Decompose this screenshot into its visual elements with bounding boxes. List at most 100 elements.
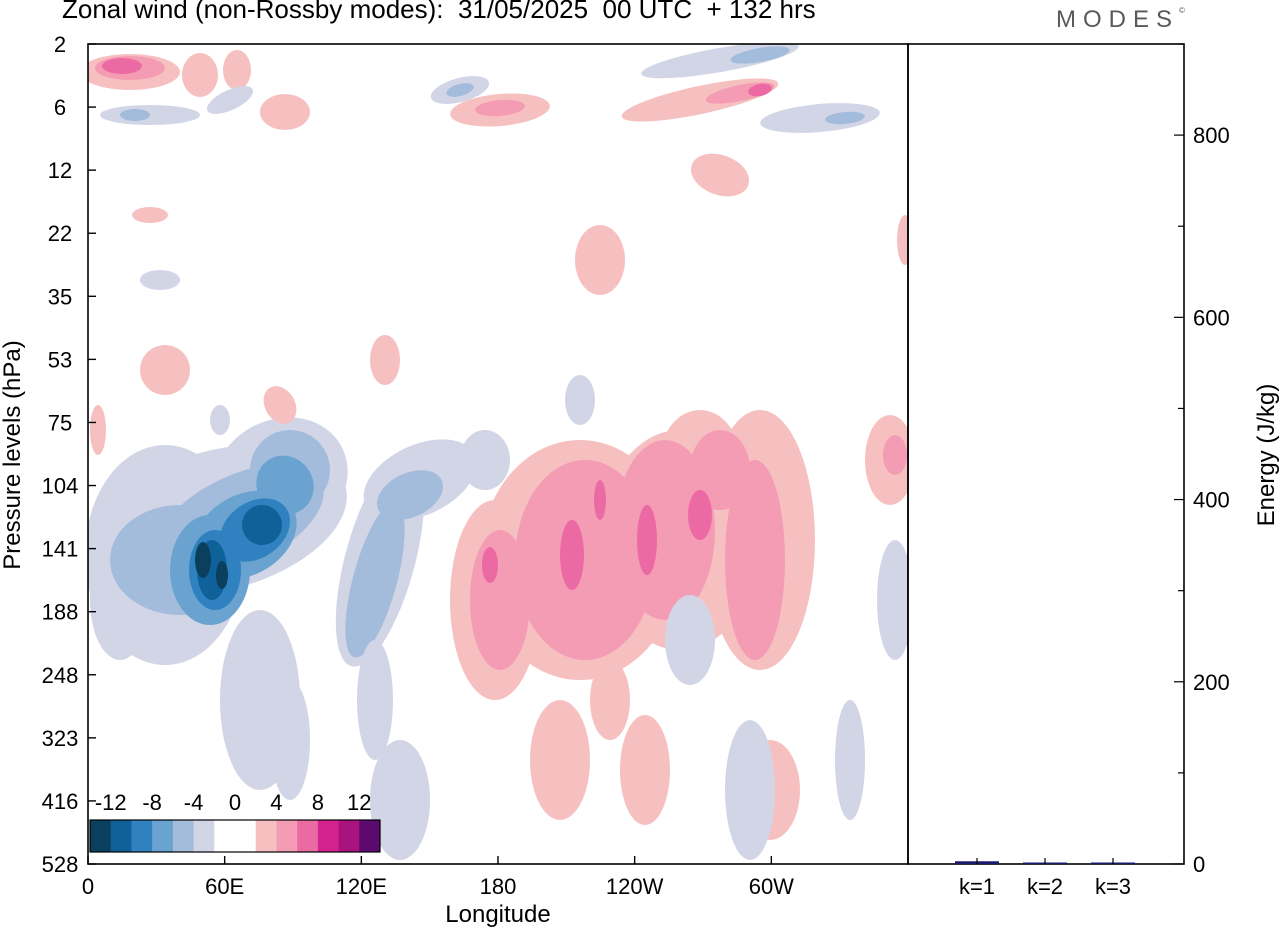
bar-category-label: k=3 <box>1095 874 1131 899</box>
contour-region <box>270 680 310 800</box>
colorbar-cell <box>276 820 298 852</box>
colorbar-label: -4 <box>184 790 204 815</box>
contour-region <box>90 405 106 455</box>
contour-region <box>637 505 657 575</box>
contour-region <box>615 440 715 620</box>
colorbar-label: -8 <box>142 790 162 815</box>
contour-region <box>182 53 218 97</box>
energy-bars: k=1 k=2 k=3 <box>955 858 1135 899</box>
colorbar-cell <box>297 820 319 852</box>
y-tick-label: 188 <box>42 600 79 625</box>
logo-text: MODES <box>1056 6 1180 33</box>
contour-region <box>690 430 750 510</box>
x-axis-label: Longitude <box>445 901 550 928</box>
contour-region <box>263 386 297 424</box>
contour-region <box>575 225 625 295</box>
y-tick-label: 12 <box>48 158 72 183</box>
contour-region <box>120 109 150 121</box>
y-tick-label: 141 <box>42 537 79 562</box>
contour-region <box>357 640 393 760</box>
contour-region <box>140 270 180 290</box>
bar-category-label: k=1 <box>959 874 995 899</box>
contour-region <box>594 480 606 520</box>
y-tick-label: 53 <box>48 347 72 372</box>
colorbar-label: 0 <box>229 790 241 815</box>
x-tick-label: 120E <box>336 874 387 899</box>
contour-region <box>475 99 525 117</box>
contour-region <box>730 46 790 64</box>
colorbar-label: 12 <box>347 790 371 815</box>
wind-contour-field <box>88 44 908 860</box>
y-tick-label: 6 <box>54 95 66 120</box>
y-tick-label: 2 <box>54 32 66 57</box>
chart-title: Zonal wind (non-Rossby modes): 31/05/202… <box>62 0 816 24</box>
colorbar: -12 -8 -4 0 4 8 12 <box>89 790 381 853</box>
x-tick-label: 60E <box>205 874 244 899</box>
colorbar-cell <box>338 820 360 852</box>
colorbar-label: 4 <box>270 790 282 815</box>
contour-region <box>560 520 584 590</box>
contour-region <box>460 430 510 490</box>
colorbar-label: -12 <box>95 790 127 815</box>
energy-tick-label: 400 <box>1193 488 1230 513</box>
energy-tick-label: 800 <box>1193 123 1230 148</box>
energy-tick-label: 200 <box>1193 670 1230 695</box>
colorbar-cell <box>359 820 381 852</box>
x-tick-label: 0 <box>82 874 94 899</box>
contour-region <box>690 153 750 197</box>
contour-region <box>345 502 405 658</box>
x-tick-label: 120W <box>606 874 664 899</box>
contour-region <box>665 595 715 685</box>
contour-region <box>370 335 400 385</box>
y-tick-label: 104 <box>42 474 79 499</box>
energy-tick-label: 600 <box>1193 305 1230 330</box>
y-tick-label: 248 <box>42 663 79 688</box>
contour-region <box>897 215 908 265</box>
colorbar-cell <box>214 820 236 852</box>
x-tick-label: 180 <box>480 874 517 899</box>
y-tick-label: 416 <box>42 789 79 814</box>
colorbar-cell <box>110 820 132 852</box>
contour-region <box>825 111 865 125</box>
contour-region <box>210 405 230 435</box>
x-tick-label: 60W <box>749 874 794 899</box>
contour-region <box>446 83 474 97</box>
contour-region <box>530 700 590 820</box>
contour-region <box>748 83 772 97</box>
colorbar-cell <box>131 820 153 852</box>
colorbar-frame <box>89 819 381 853</box>
y-tick-label: 35 <box>48 284 72 309</box>
colorbar-cell <box>193 820 215 852</box>
contour-region <box>132 207 168 223</box>
bar-category-label: k=2 <box>1027 874 1063 899</box>
modes-logo: MODES© <box>1056 6 1185 33</box>
contour-region <box>877 540 908 660</box>
contour-region <box>216 561 228 589</box>
energy-axis-label: Energy (J/kg) <box>1253 384 1280 527</box>
contour-region <box>482 547 498 583</box>
contour-region <box>620 715 670 825</box>
contour-region <box>725 720 775 860</box>
colorbar-label: 8 <box>312 790 324 815</box>
contour-region <box>206 86 254 114</box>
y-axis-label: Pressure levels (hPa) <box>0 340 26 569</box>
contour-region <box>260 94 310 130</box>
contour-region <box>565 375 595 425</box>
contour-region <box>725 460 785 660</box>
contour-region <box>223 50 251 90</box>
colorbar-cell <box>172 820 195 852</box>
contour-region <box>883 435 907 475</box>
contour-region <box>835 700 865 820</box>
y-tick-label: 22 <box>48 221 72 246</box>
colorbar-cell <box>90 820 112 852</box>
contour-region <box>590 660 630 740</box>
colorbar-cell <box>152 820 174 852</box>
contour-region <box>688 490 712 540</box>
contour-region <box>370 740 430 860</box>
y-tick-label: 323 <box>42 726 79 751</box>
energy-tick-label: 0 <box>1193 852 1205 877</box>
colorbar-cell <box>235 820 257 852</box>
contour-region <box>376 470 444 520</box>
